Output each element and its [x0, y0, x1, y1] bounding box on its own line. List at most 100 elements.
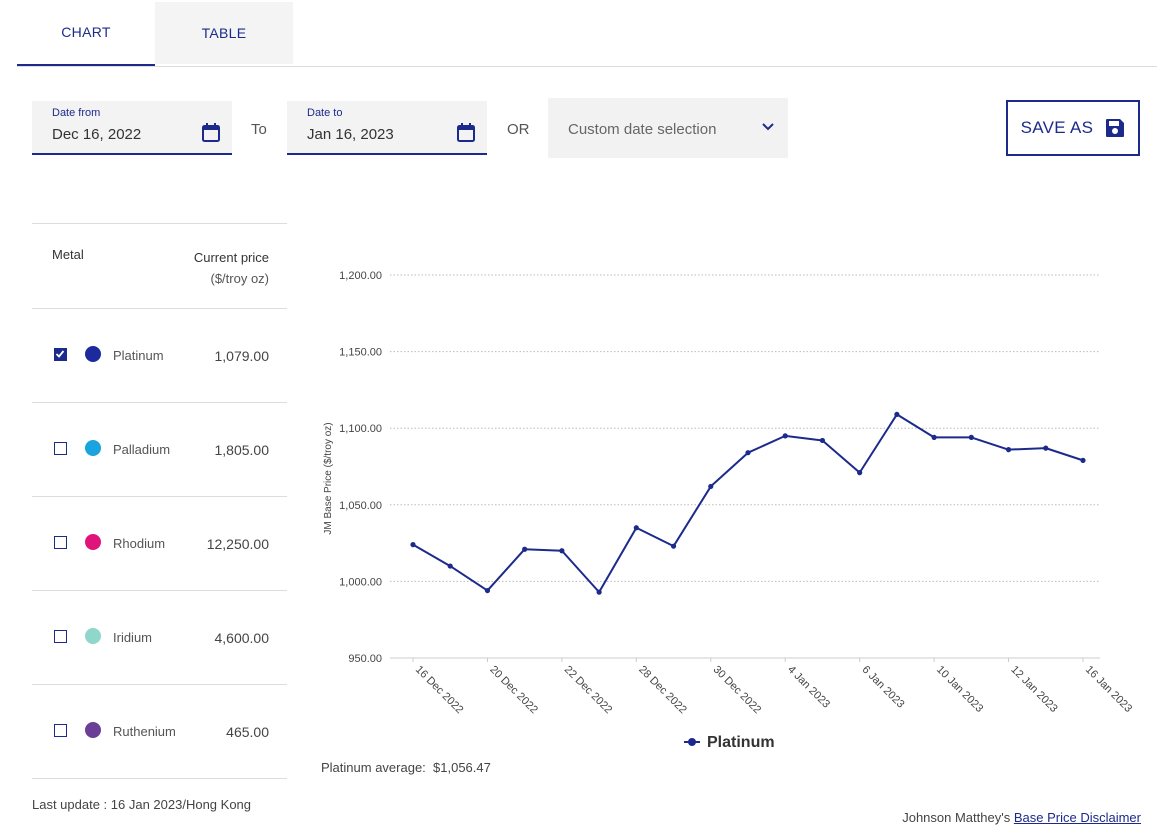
x-tick-label: 16 Jan 2023 [1083, 664, 1134, 715]
data-point[interactable] [596, 589, 602, 595]
data-point[interactable] [1005, 447, 1012, 453]
data-point[interactable] [708, 483, 714, 490]
date-from-field[interactable]: Date from Dec 16, 2022 [32, 101, 232, 155]
y-tick-label: 950.00 [348, 653, 382, 665]
metal-table-header: Metal Current price ($/troy oz) [32, 223, 287, 309]
metal-row-ruthenium: Ruthenium 465.00 [32, 685, 287, 779]
metal-row-rhodium: Rhodium 12,250.00 [32, 497, 287, 591]
data-point[interactable] [633, 525, 639, 531]
header-price: Current price ($/troy oz) [194, 247, 269, 289]
metal-color-dot [85, 346, 101, 362]
data-point[interactable] [782, 433, 788, 439]
x-tick-label: 16 Dec 2022 [413, 664, 466, 717]
floppy-disk-icon [1106, 119, 1125, 137]
metal-row-palladium: Palladium 1,805.00 [32, 403, 287, 497]
metal-name: Ruthenium [113, 724, 176, 739]
metal-price: 12,250.00 [206, 536, 269, 552]
x-tick-label: 30 Dec 2022 [711, 664, 764, 717]
or-label: OR [507, 121, 530, 138]
calendar-icon[interactable] [457, 123, 475, 142]
date-from-value[interactable]: Dec 16, 2022 [52, 126, 142, 143]
data-point[interactable] [1043, 445, 1049, 451]
metal-color-dot [85, 440, 101, 456]
metal-checkbox[interactable] [54, 348, 67, 361]
y-axis-label: JM Base Price ($/troy oz) [323, 422, 334, 534]
data-point[interactable] [894, 411, 900, 418]
metal-row-iridium: Iridium 4,600.00 [32, 591, 287, 685]
metal-checkbox[interactable] [54, 724, 67, 737]
data-point[interactable] [819, 437, 826, 444]
checkmark-icon [55, 350, 65, 358]
header-metal: Metal [52, 247, 84, 262]
average-label: Platinum average: [321, 760, 426, 775]
metal-price: 4,600.00 [214, 630, 270, 646]
legend-label: Platinum [707, 734, 775, 751]
data-point[interactable] [670, 543, 677, 549]
x-tick-label: 10 Jan 2023 [934, 664, 985, 715]
metal-name: Iridium [113, 630, 153, 645]
date-to-value[interactable]: Jan 16, 2023 [307, 126, 394, 143]
metal-name: Rhodium [113, 536, 166, 551]
date-from-label: Date from [52, 107, 101, 119]
average-text: Platinum average: $1,056.47 [321, 760, 491, 775]
last-update: Last update : 16 Jan 2023/Hong Kong [32, 797, 252, 812]
data-point[interactable] [522, 546, 528, 552]
save-as-label: SAVE AS [1020, 118, 1094, 137]
data-point[interactable] [857, 470, 863, 476]
data-point[interactable] [447, 563, 453, 569]
series-line-platinum [412, 413, 1084, 594]
disclaimer-link[interactable]: Base Price Disclaimer [1013, 810, 1141, 825]
metal-color-dot [85, 628, 101, 644]
metal-color-dot [85, 534, 101, 550]
header-price-label: Current price [193, 250, 269, 265]
calendar-icon[interactable] [202, 123, 220, 142]
data-point[interactable] [410, 542, 416, 548]
metal-name: Palladium [113, 442, 171, 457]
metal-price: 1,079.00 [214, 348, 270, 364]
x-tick-label: 28 Dec 2022 [636, 664, 689, 717]
tab-table[interactable]: TABLE [155, 2, 293, 64]
to-label: To [251, 121, 267, 138]
y-tick-label: 1,050.00 [339, 500, 382, 512]
y-tick-label: 1,150.00 [339, 347, 382, 359]
date-to-label: Date to [307, 107, 343, 119]
metal-table: Metal Current price ($/troy oz) Platinum… [32, 223, 287, 779]
data-point[interactable] [968, 434, 974, 440]
data-point[interactable] [559, 548, 565, 554]
metal-row-platinum: Platinum 1,079.00 [32, 309, 287, 403]
x-tick-label: 12 Jan 2023 [1008, 664, 1059, 715]
data-point[interactable] [745, 450, 751, 456]
data-point[interactable] [484, 587, 491, 594]
save-as-button[interactable]: SAVE AS [1006, 100, 1140, 156]
metal-checkbox[interactable] [54, 630, 67, 643]
tab-chart[interactable]: CHART [17, 0, 155, 66]
y-tick-label: 1,200.00 [339, 270, 382, 282]
chart-legend[interactable]: Platinum [684, 734, 775, 751]
data-point[interactable] [931, 434, 937, 440]
legend-marker [688, 738, 696, 746]
tab-bar: CHART TABLE [17, 0, 1157, 67]
x-tick-label: 4 Jan 2023 [785, 664, 832, 711]
chevron-down-icon [762, 123, 774, 131]
x-tick-label: 20 Dec 2022 [487, 664, 540, 717]
metal-checkbox[interactable] [54, 442, 67, 455]
data-point[interactable] [1080, 457, 1086, 463]
metal-rows: Platinum 1,079.00 Palladium 1,805.00 Rhodium… [32, 309, 287, 779]
average-value: $1,056.47 [433, 760, 491, 775]
header-price-unit: ($/troy oz) [210, 271, 269, 286]
metal-name: Platinum [113, 348, 164, 363]
custom-date-select-value: Custom date selection [568, 121, 717, 138]
disclaimer-prefix: Johnson Matthey's [902, 810, 1011, 825]
metal-color-dot [85, 722, 101, 738]
metal-checkbox[interactable] [54, 536, 67, 549]
y-tick-label: 1,000.00 [339, 576, 382, 588]
x-tick-label: 6 Jan 2023 [860, 664, 907, 711]
price-chart: 950.00 1,000.00 1,050.00 1,100.00 1,150.00 1,… [323, 270, 1134, 751]
y-tick-label: 1,100.00 [339, 423, 382, 435]
date-to-field[interactable]: Date to Jan 16, 2023 [287, 101, 487, 155]
disclaimer: Johnson Matthey's Base Price Disclaimer [902, 810, 1141, 825]
x-tick-label: 22 Dec 2022 [562, 664, 615, 717]
metal-price: 465.00 [226, 724, 269, 740]
metal-price: 1,805.00 [214, 442, 270, 458]
custom-date-select[interactable]: Custom date selection [548, 98, 788, 158]
